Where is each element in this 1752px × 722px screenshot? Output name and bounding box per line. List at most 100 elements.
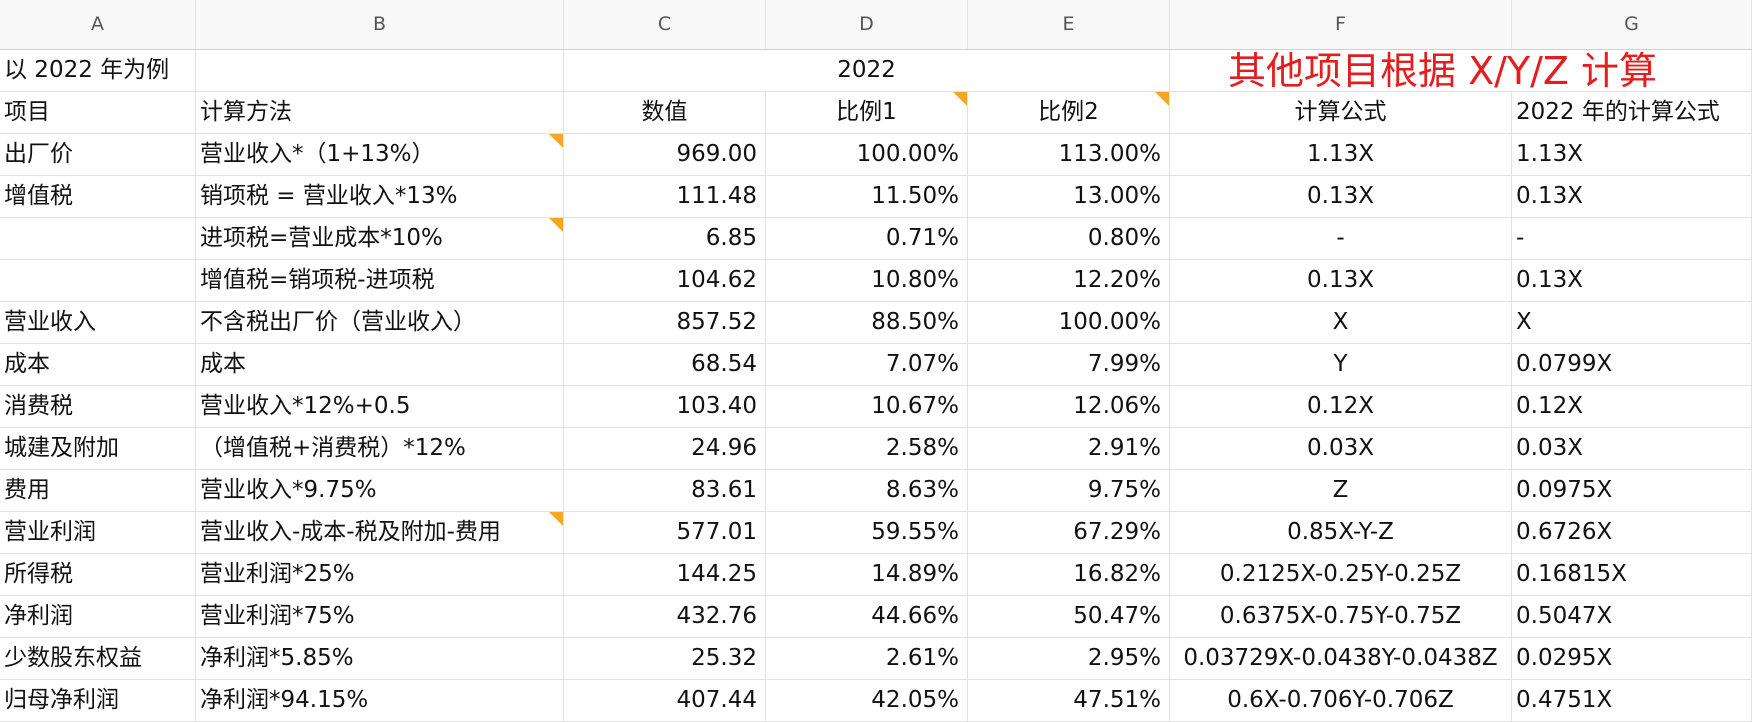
cell-a5[interactable] [0,218,196,260]
header-cell-f[interactable]: 计算公式 [1170,92,1512,134]
cell-g6[interactable]: 0.13X [1512,260,1752,302]
cell-a16[interactable]: 归母净利润 [0,680,196,722]
cell-d11[interactable]: 8.63% [766,470,968,512]
cell-c6[interactable]: 104.62 [564,260,766,302]
cell-d6[interactable]: 10.80% [766,260,968,302]
cell-e10[interactable]: 2.91% [968,428,1170,470]
cell-c3[interactable]: 969.00 [564,134,766,176]
cell-c14[interactable]: 432.76 [564,596,766,638]
cell-b10[interactable]: （增值税+消费税）*12% [196,428,564,470]
cell-e11[interactable]: 9.75% [968,470,1170,512]
cell-f11[interactable]: Z [1170,470,1512,512]
cell-a14[interactable]: 净利润 [0,596,196,638]
cell-f4[interactable]: 0.13X [1170,176,1512,218]
cell-g4[interactable]: 0.13X [1512,176,1752,218]
header-cell-e[interactable]: 比例2 [968,92,1170,134]
cell-f14[interactable]: 0.6375X-0.75Y-0.75Z [1170,596,1512,638]
cell-d14[interactable]: 44.66% [766,596,968,638]
cell-c1-year[interactable]: 2022 [564,50,1170,92]
cell-a9[interactable]: 消费税 [0,386,196,428]
cell-c15[interactable]: 25.32 [564,638,766,680]
cell-b13[interactable]: 营业利润*25% [196,554,564,596]
cell-b1[interactable] [196,50,564,92]
cell-b14[interactable]: 营业利润*75% [196,596,564,638]
cell-d13[interactable]: 14.89% [766,554,968,596]
header-cell-g[interactable]: 2022 年的计算公式 [1512,92,1752,134]
cell-b8[interactable]: 成本 [196,344,564,386]
cell-f10[interactable]: 0.03X [1170,428,1512,470]
column-header-c[interactable]: C [564,0,766,50]
column-header-a[interactable]: A [0,0,196,50]
cell-b15[interactable]: 净利润*5.85% [196,638,564,680]
cell-f15[interactable]: 0.03729X-0.0438Y-0.0438Z [1170,638,1512,680]
cell-g12[interactable]: 0.6726X [1512,512,1752,554]
cell-d16[interactable]: 42.05% [766,680,968,722]
cell-e8[interactable]: 7.99% [968,344,1170,386]
cell-e9[interactable]: 12.06% [968,386,1170,428]
cell-g3[interactable]: 1.13X [1512,134,1752,176]
cell-c12[interactable]: 577.01 [564,512,766,554]
cell-b6[interactable]: 增值税=销项税-进项税 [196,260,564,302]
cell-b12[interactable]: 营业收入-成本-税及附加-费用 [196,512,564,554]
cell-c7[interactable]: 857.52 [564,302,766,344]
cell-d10[interactable]: 2.58% [766,428,968,470]
cell-g10[interactable]: 0.03X [1512,428,1752,470]
cell-d4[interactable]: 11.50% [766,176,968,218]
header-cell-d[interactable]: 比例1 [766,92,968,134]
cell-d9[interactable]: 10.67% [766,386,968,428]
cell-c5[interactable]: 6.85 [564,218,766,260]
column-header-f[interactable]: F [1170,0,1512,50]
cell-c8[interactable]: 68.54 [564,344,766,386]
cell-e5[interactable]: 0.80% [968,218,1170,260]
cell-b16[interactable]: 净利润*94.15% [196,680,564,722]
column-header-b[interactable]: B [196,0,564,50]
cell-a3[interactable]: 出厂价 [0,134,196,176]
cell-g8[interactable]: 0.0799X [1512,344,1752,386]
cell-c13[interactable]: 144.25 [564,554,766,596]
header-cell-b[interactable]: 计算方法 [196,92,564,134]
cell-e12[interactable]: 67.29% [968,512,1170,554]
cell-f9[interactable]: 0.12X [1170,386,1512,428]
cell-g14[interactable]: 0.5047X [1512,596,1752,638]
cell-b5[interactable]: 进项税=营业成本*10% [196,218,564,260]
header-cell-a[interactable]: 项目 [0,92,196,134]
cell-d15[interactable]: 2.61% [766,638,968,680]
cell-a15[interactable]: 少数股东权益 [0,638,196,680]
cell-d7[interactable]: 88.50% [766,302,968,344]
cell-f16[interactable]: 0.6X-0.706Y-0.706Z [1170,680,1512,722]
cell-a4[interactable]: 增值税 [0,176,196,218]
cell-e14[interactable]: 50.47% [968,596,1170,638]
cell-b11[interactable]: 营业收入*9.75% [196,470,564,512]
cell-e15[interactable]: 2.95% [968,638,1170,680]
cell-f7[interactable]: X [1170,302,1512,344]
cell-b4[interactable]: 销项税 = 营业收入*13% [196,176,564,218]
cell-g5[interactable]: - [1512,218,1752,260]
cell-e6[interactable]: 12.20% [968,260,1170,302]
cell-c10[interactable]: 24.96 [564,428,766,470]
cell-f12[interactable]: 0.85X-Y-Z [1170,512,1512,554]
cell-b7[interactable]: 不含税出厂价（营业收入） [196,302,564,344]
cell-b9[interactable]: 营业收入*12%+0.5 [196,386,564,428]
cell-f8[interactable]: Y [1170,344,1512,386]
cell-e13[interactable]: 16.82% [968,554,1170,596]
cell-a6[interactable] [0,260,196,302]
cell-d5[interactable]: 0.71% [766,218,968,260]
cell-g7[interactable]: X [1512,302,1752,344]
cell-f5[interactable]: - [1170,218,1512,260]
cell-d8[interactable]: 7.07% [766,344,968,386]
cell-b3[interactable]: 营业收入*（1+13%） [196,134,564,176]
cell-c16[interactable]: 407.44 [564,680,766,722]
cell-a8[interactable]: 成本 [0,344,196,386]
column-header-g[interactable]: G [1512,0,1752,50]
cell-a12[interactable]: 营业利润 [0,512,196,554]
header-cell-c[interactable]: 数值 [564,92,766,134]
cell-a7[interactable]: 营业收入 [0,302,196,344]
cell-e16[interactable]: 47.51% [968,680,1170,722]
cell-e3[interactable]: 113.00% [968,134,1170,176]
cell-c9[interactable]: 103.40 [564,386,766,428]
cell-f6[interactable]: 0.13X [1170,260,1512,302]
cell-g15[interactable]: 0.0295X [1512,638,1752,680]
cell-d12[interactable]: 59.55% [766,512,968,554]
column-header-d[interactable]: D [766,0,968,50]
cell-e4[interactable]: 13.00% [968,176,1170,218]
